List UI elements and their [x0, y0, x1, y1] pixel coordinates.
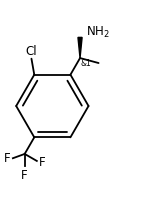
Text: F: F	[4, 152, 11, 166]
Text: NH$_2$: NH$_2$	[86, 25, 110, 40]
Text: F: F	[39, 156, 45, 169]
Polygon shape	[78, 37, 82, 58]
Text: Cl: Cl	[26, 45, 37, 58]
Text: &1: &1	[81, 59, 91, 68]
Text: F: F	[21, 169, 28, 183]
